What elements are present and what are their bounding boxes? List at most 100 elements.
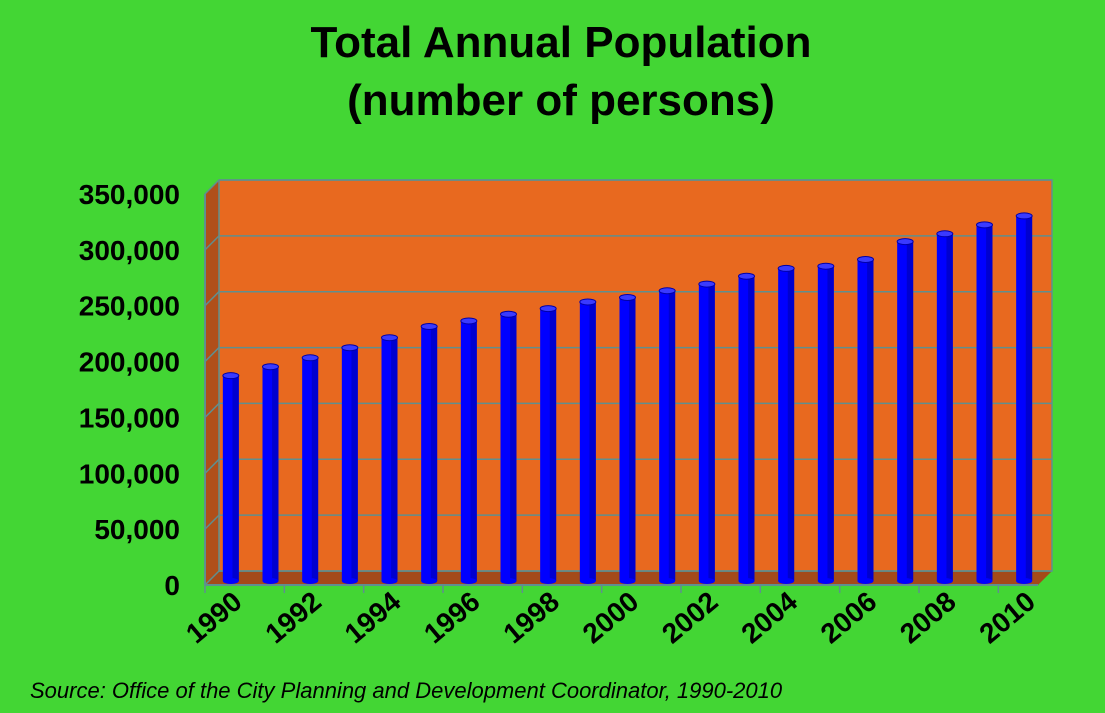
- bar-base: [976, 578, 993, 584]
- bar-base: [500, 578, 517, 584]
- bar-cap: [817, 262, 835, 270]
- gridline-side: [204, 458, 220, 474]
- bar: [420, 323, 438, 584]
- bar-base: [619, 578, 636, 584]
- bar: [738, 272, 755, 584]
- bar-shade: [351, 347, 358, 581]
- bar-shade: [510, 314, 517, 581]
- x-tick-label: 1994: [339, 585, 407, 649]
- bar: [579, 298, 597, 584]
- bar-cap: [500, 310, 517, 318]
- gridline-side: [204, 570, 220, 586]
- x-tick-label: 2006: [815, 586, 883, 650]
- bar-cap: [222, 372, 240, 380]
- gridline-side: [204, 514, 220, 530]
- bar-base: [579, 578, 596, 584]
- bar: [262, 363, 279, 584]
- bar-base: [778, 578, 795, 584]
- y-tick-label: 0: [164, 570, 180, 601]
- bar: [539, 305, 557, 584]
- bar-shade: [232, 375, 239, 581]
- bar-cap: [262, 363, 279, 371]
- bar-shade: [549, 308, 557, 581]
- bar: [301, 354, 319, 584]
- bar-shade: [906, 241, 914, 581]
- bar: [777, 264, 795, 584]
- bar: [341, 344, 359, 584]
- chart-subtitle: (number of persons): [347, 76, 775, 125]
- bar-cap: [301, 354, 319, 362]
- bar: [619, 293, 636, 584]
- bar-shade: [272, 366, 279, 581]
- bar-base: [936, 578, 953, 584]
- bar-shade: [986, 224, 993, 581]
- bar-cap: [976, 221, 993, 229]
- y-tick-label: 350,000: [79, 179, 180, 210]
- bar-base: [659, 578, 676, 584]
- bar-base: [698, 578, 715, 584]
- bar: [817, 262, 835, 584]
- chart-title: Total Annual Population: [310, 18, 812, 67]
- bar: [381, 334, 398, 584]
- source-note: Source: Office of the City Planning and …: [30, 678, 783, 703]
- bar-shade: [589, 301, 596, 581]
- bar-cap: [341, 344, 359, 352]
- x-tick-label: 2002: [656, 586, 724, 650]
- y-tick-label: 100,000: [79, 458, 180, 489]
- bar-base: [817, 578, 834, 584]
- gridline-side: [204, 402, 220, 418]
- bar-cap: [857, 255, 874, 263]
- bar-base: [857, 578, 874, 584]
- bar-base: [897, 578, 914, 584]
- bar-base: [1016, 578, 1033, 584]
- bar-cap: [420, 323, 438, 331]
- bar: [896, 238, 914, 584]
- bar-cap: [619, 293, 636, 301]
- bar-base: [738, 578, 755, 584]
- y-tick-label: 300,000: [79, 235, 180, 266]
- bar-cap: [738, 272, 755, 280]
- bar-cap: [1015, 212, 1033, 220]
- bar-shade: [946, 233, 953, 581]
- x-tick-label: 2000: [577, 586, 645, 650]
- bar-cap: [460, 317, 478, 325]
- bar-cap: [381, 334, 398, 342]
- bar-shade: [391, 337, 398, 581]
- gridline-side: [204, 235, 220, 251]
- gridline-side: [204, 179, 220, 195]
- bar-base: [381, 578, 398, 584]
- bar: [1015, 212, 1033, 584]
- bar: [658, 287, 676, 584]
- gridline-side: [204, 347, 220, 363]
- bar-shade: [629, 297, 636, 581]
- bar-base: [262, 578, 279, 584]
- bar-shade: [867, 259, 874, 581]
- x-tick-label: 1990: [180, 586, 248, 650]
- x-tick-label: 1998: [497, 586, 565, 650]
- bar: [500, 310, 517, 584]
- y-tick-label: 250,000: [79, 291, 180, 322]
- chart-title-block: Total Annual Population (number of perso…: [0, 14, 1105, 130]
- plot-side-wall: [205, 180, 219, 585]
- y-tick-label: 200,000: [79, 347, 180, 378]
- bar-base: [540, 578, 557, 584]
- bar-base: [222, 578, 239, 584]
- bar-shade: [430, 326, 438, 581]
- bar-base: [341, 578, 358, 584]
- bar-shade: [668, 290, 676, 581]
- bar-shade: [1025, 215, 1033, 581]
- bar-cap: [579, 298, 597, 306]
- bar-shade: [708, 284, 715, 581]
- x-tick-label: 2008: [894, 586, 962, 650]
- x-tick-label: 2004: [735, 585, 803, 649]
- x-tick-label: 1996: [418, 586, 486, 650]
- x-tick-label: 1992: [259, 586, 327, 650]
- y-tick-label: 150,000: [79, 402, 180, 433]
- bar-shade: [827, 266, 834, 581]
- bar: [976, 221, 993, 584]
- x-tick-label: 2010: [973, 586, 1041, 650]
- bar-cap: [936, 230, 954, 238]
- bar-shade: [787, 268, 795, 581]
- bar-cap: [777, 264, 795, 272]
